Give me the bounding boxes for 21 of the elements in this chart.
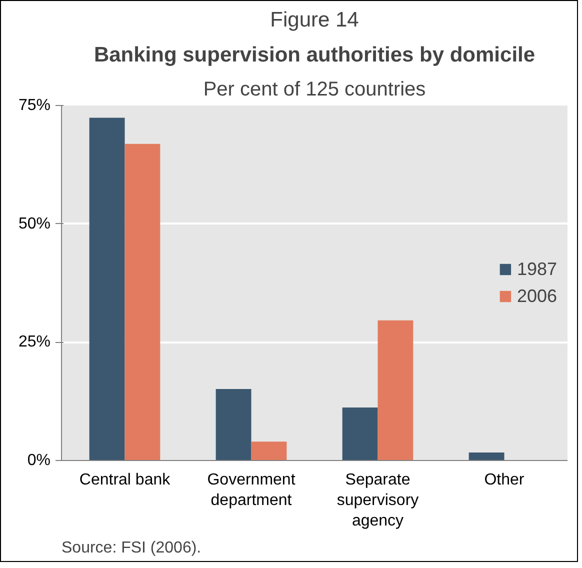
bar [216, 389, 252, 460]
bar [342, 407, 378, 460]
y-tick-label: 75% [18, 97, 51, 114]
source-note: Source: FSI (2006). [62, 540, 202, 556]
x-tick-label: Separate supervisory agency [336, 472, 419, 530]
chart-title: Figure 14 [270, 8, 360, 32]
chart-subtitle: Banking supervision authorities by domicile [94, 44, 536, 66]
text: Per cent of 125 countries [203, 78, 426, 100]
y-tick-label: 50% [18, 215, 51, 232]
legend-label: 2006 [516, 286, 557, 306]
bar [251, 442, 287, 460]
y-tick-label: 25% [18, 334, 51, 351]
x-tick-label: Other [484, 472, 525, 488]
legend-label: 1987 [516, 258, 557, 280]
x-tick-label: Central bank [79, 472, 172, 488]
bar [468, 452, 504, 460]
bar [378, 320, 414, 460]
bar [89, 118, 125, 460]
x-tick-label: Government department [207, 472, 296, 509]
y-tick-label: 0% [27, 452, 50, 469]
bar [124, 144, 160, 460]
